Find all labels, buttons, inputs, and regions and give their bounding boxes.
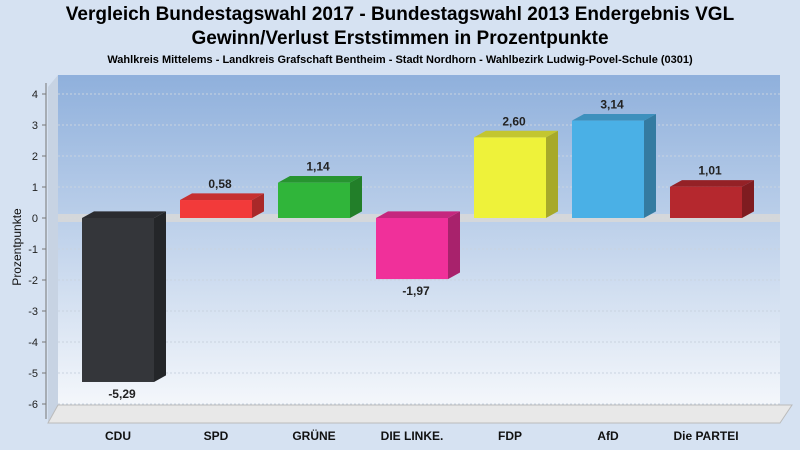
bar-top (670, 180, 754, 187)
y-tick-label: -5 (28, 368, 38, 380)
chart-subtitle: Gewinn/Verlust Erststimmen in Prozentpun… (191, 28, 609, 49)
y-tick-label: 1 (32, 182, 38, 194)
bar (278, 182, 350, 218)
bar-side (742, 180, 754, 218)
bar-side (448, 211, 460, 280)
y-tick-label: 0 (32, 213, 38, 225)
x-tick-label: Die PARTEI (673, 429, 738, 443)
x-tick-label: FDP (498, 429, 522, 443)
y-tick-label: -3 (28, 306, 38, 318)
y-tick-label: -6 (28, 399, 38, 411)
bar-top (572, 114, 656, 121)
x-tick-label: AfD (597, 429, 619, 443)
bar (572, 120, 644, 218)
data-label: 1,14 (306, 160, 330, 174)
bar (376, 218, 448, 280)
data-label: 2,60 (502, 114, 526, 128)
data-label: -1,97 (402, 284, 430, 298)
bar-side (350, 176, 362, 218)
plot-floor (47, 404, 793, 424)
y-tick-label: 3 (32, 120, 38, 132)
bar-top (474, 130, 558, 138)
bar-side (252, 193, 264, 218)
y-axis-label: Prozentpunkte (10, 208, 24, 286)
bar-top (278, 176, 362, 183)
bar-side (154, 211, 166, 382)
x-tick-label: DIE LINKE. (381, 429, 444, 443)
y-tick-label: -2 (28, 275, 38, 287)
chart-title: Vergleich Bundestagswahl 2017 - Bundesta… (65, 4, 735, 25)
x-tick-label: SPD (204, 429, 229, 443)
bar-side (644, 114, 656, 218)
x-tick-label: GRÜNE (292, 428, 335, 443)
bar (670, 186, 742, 218)
y-tick-label: 2 (32, 151, 38, 163)
y-tick-label: -4 (28, 337, 38, 349)
data-label: 3,14 (600, 98, 624, 112)
data-label: -5,29 (108, 387, 136, 401)
y-tick-label: -1 (28, 244, 38, 256)
bar-top (376, 211, 460, 218)
data-label: 1,01 (698, 164, 722, 178)
bar-top (82, 211, 166, 218)
plot-side-wall (48, 75, 58, 423)
y-tick-label: 4 (32, 89, 38, 101)
bar-side (546, 130, 558, 218)
bar (474, 137, 546, 218)
bar-top (180, 193, 264, 201)
chart-caption: Wahlkreis Mittelems - Landkreis Grafscha… (107, 54, 693, 66)
bar (180, 200, 252, 218)
x-tick-label: CDU (105, 429, 131, 443)
data-label: 0,58 (208, 177, 232, 191)
bar (82, 218, 154, 382)
